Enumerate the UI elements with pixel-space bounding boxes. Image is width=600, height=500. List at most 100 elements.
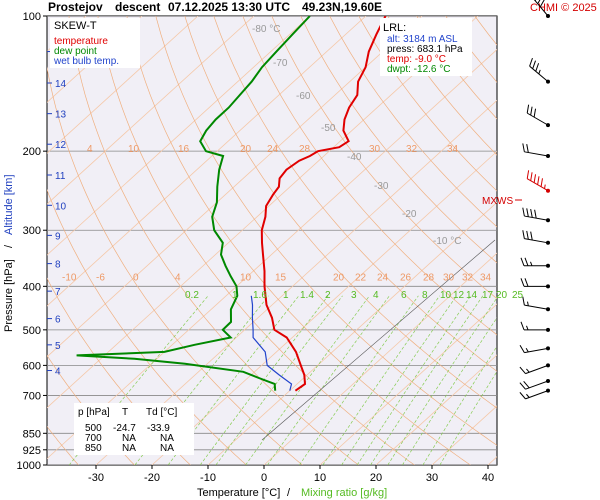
wind-barb-station [546,284,550,289]
mixing-ratio-label: 8 [422,290,428,301]
wind-barb-feather [526,393,530,398]
isotherm-line [47,16,199,154]
mixing-ratio-line [245,295,370,465]
y-axis-label-sep: / [3,244,15,248]
wind-barb-feather [534,0,537,1]
wind-barb-feather [532,60,536,69]
wind-barb-feather [529,57,533,67]
y-axis-label-group: Pressure [hPa] / Altitude [km] [3,174,15,332]
isotherm-label: 32 [406,144,418,155]
table-cell: 850 [85,443,102,454]
dry-adiabat-line [47,188,247,465]
wind-barb-feather [537,176,540,185]
legend-box [50,18,140,68]
mixing-ratio-line [267,295,390,465]
wind-barb-feather [522,296,525,306]
pressure-tick-label: 700 [23,390,41,402]
isotherm-line [47,16,311,256]
isotherm-label: 26 [400,272,412,283]
mixing-ratio-label: 1 [232,290,238,301]
dry-adiabat-line [126,16,471,465]
isotherm-line [47,16,143,103]
legend-dew-point: dew point [54,46,97,57]
altitude-tick-label: 4 [55,367,61,378]
dry-adiabat-line [242,16,497,336]
altitude-tick-label: 14 [55,79,67,90]
altitude-tick-label: 9 [55,231,61,242]
dry-adiabat-label: -70 [273,58,288,69]
wind-barb-station [546,153,550,158]
wind-barb-station [546,188,550,193]
table-header-t: T [122,407,128,418]
isotherm-line [95,99,497,465]
wind-barb-feather [530,208,533,218]
dry-adiabat-line [533,16,600,465]
wind-barb [520,257,550,268]
wind-barb-feather [527,301,529,306]
dry-adiabat-line [271,16,497,300]
isotherm-label: 0 [133,272,139,283]
isotherm-label: -6 [96,272,105,283]
dry-adiabat-label: -30 [374,181,389,192]
altitude-tick-label: 5 [55,341,61,352]
y-axis-label-altitude: Altitude [km] [3,174,15,235]
y-axis-label-pressure: Pressure [hPa] [3,259,15,332]
title-station: Prostejov [48,0,103,14]
temperature-tick-label: 20 [370,472,382,484]
temperature-tick-label: 0 [261,472,267,484]
wind-barb-feather [520,321,525,331]
wind-barb-feather [530,261,533,266]
isotherm-line [47,16,423,358]
isotherm-line [47,16,367,307]
mixing-ratio-label: 3 [351,290,357,301]
mixing-ratio-label: 10 [440,290,452,301]
altitude-tick-label: 7 [55,287,61,298]
wind-barb-feather [524,278,529,287]
wind-barb [519,378,550,390]
wind-barb-feather [523,381,530,389]
mxws-label: MXWS [482,196,513,207]
temperature-tick-label: 40 [482,472,494,484]
wind-barb-feather [539,0,545,8]
dry-adiabat-line [213,16,497,372]
lrl-press: press: 683.1 hPa [387,44,463,55]
isotherm-label: 4 [87,144,93,155]
wind-barb-feather [526,325,529,331]
wind-barb-feather [525,347,529,353]
wind-barb-feather [519,366,526,374]
wind-barb-feather [519,392,526,400]
altitude-tick-label: 8 [55,260,61,271]
x-axis-label-temperature: Temperature [°C] [197,487,280,499]
wind-barb-station [546,240,550,245]
isotherm-label: 22 [355,272,367,283]
wind-barb-feather [530,172,533,181]
wind-barb-feather [524,257,529,266]
wind-barb [529,57,550,84]
isotherm-label: 30 [369,144,381,155]
pressure-tick-label: 100 [23,11,41,23]
mixing-ratio-label: 17 [482,290,494,301]
legend-temperature: temperature [54,36,108,47]
dry-adiabat-line [329,16,497,228]
mixing-ratio-label: 14 [466,290,478,301]
isotherm-line [319,303,497,465]
pressure-tick-label: 1000 [17,460,41,472]
grid-labels: 4 10 16 20 24 28 30 32 34-10 -6 0 4 10 15 20 22 24 26 28 30… [62,24,524,301]
mixing-ratio-line [167,295,300,465]
table-header-p: p [hPa] [78,407,110,418]
wind-barb [522,207,550,223]
dry-adiabat-line [562,16,600,465]
wind-barb-feather [519,382,526,390]
pressure-tick-label: 200 [23,146,41,158]
wind-barb [522,143,550,158]
wind-barb-station [546,218,550,223]
mixing-ratio-label: 1.4 [300,290,314,301]
altitude-tick-label: 10 [55,201,67,212]
dry-adiabat-label: -10 °C [433,236,461,247]
wind-barb [522,296,550,312]
wind-barb [519,363,550,375]
legend-title: SKEW-T [54,20,97,32]
wind-barb [519,344,550,354]
